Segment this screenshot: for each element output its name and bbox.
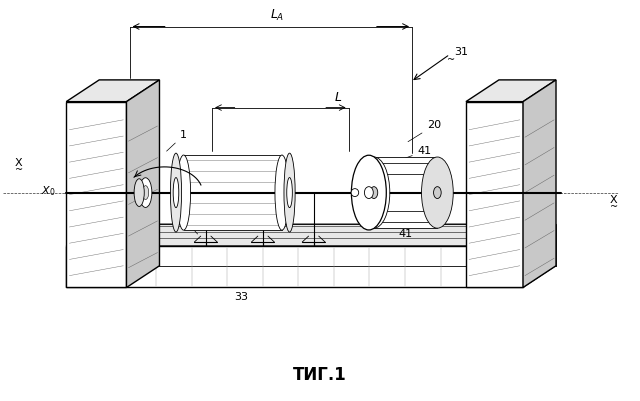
- Ellipse shape: [358, 157, 390, 228]
- Ellipse shape: [142, 186, 148, 200]
- Ellipse shape: [170, 153, 182, 232]
- Polygon shape: [66, 101, 127, 288]
- Text: ~: ~: [610, 202, 618, 212]
- Ellipse shape: [351, 188, 358, 196]
- Ellipse shape: [139, 178, 152, 207]
- Ellipse shape: [173, 178, 179, 208]
- Text: 20: 20: [408, 120, 441, 142]
- Text: 35: 35: [177, 213, 198, 234]
- Ellipse shape: [422, 157, 453, 228]
- Ellipse shape: [370, 186, 378, 198]
- Ellipse shape: [364, 186, 373, 198]
- Ellipse shape: [287, 178, 292, 208]
- Ellipse shape: [134, 179, 144, 207]
- Ellipse shape: [177, 155, 191, 230]
- Ellipse shape: [351, 155, 387, 230]
- Text: 41: 41: [400, 146, 432, 160]
- Polygon shape: [66, 80, 159, 101]
- Text: X: X: [15, 158, 22, 168]
- Ellipse shape: [275, 155, 289, 230]
- Text: 41: 41: [399, 229, 413, 239]
- Polygon shape: [466, 80, 556, 101]
- Polygon shape: [184, 155, 282, 230]
- Text: ΤИГ.1: ΤИГ.1: [293, 367, 347, 385]
- Text: 32: 32: [88, 105, 102, 184]
- Text: 1: 1: [166, 130, 187, 151]
- Text: 39: 39: [354, 170, 368, 186]
- Text: 33: 33: [234, 292, 248, 302]
- Text: $X_0$: $X_0$: [41, 184, 55, 198]
- Text: 38: 38: [380, 219, 394, 229]
- Text: 37: 37: [129, 118, 152, 139]
- Polygon shape: [466, 101, 523, 288]
- Text: ~: ~: [447, 55, 455, 65]
- Polygon shape: [66, 224, 556, 246]
- Ellipse shape: [284, 153, 295, 232]
- Text: 31: 31: [454, 47, 468, 57]
- Polygon shape: [66, 246, 523, 288]
- Polygon shape: [127, 80, 159, 288]
- Polygon shape: [374, 157, 437, 228]
- Text: $L_A$: $L_A$: [270, 8, 284, 23]
- Text: X: X: [610, 195, 618, 205]
- Polygon shape: [523, 80, 556, 288]
- Text: $L$: $L$: [334, 91, 342, 104]
- Text: ~: ~: [15, 165, 22, 175]
- Text: 4: 4: [180, 213, 193, 223]
- Ellipse shape: [433, 186, 441, 198]
